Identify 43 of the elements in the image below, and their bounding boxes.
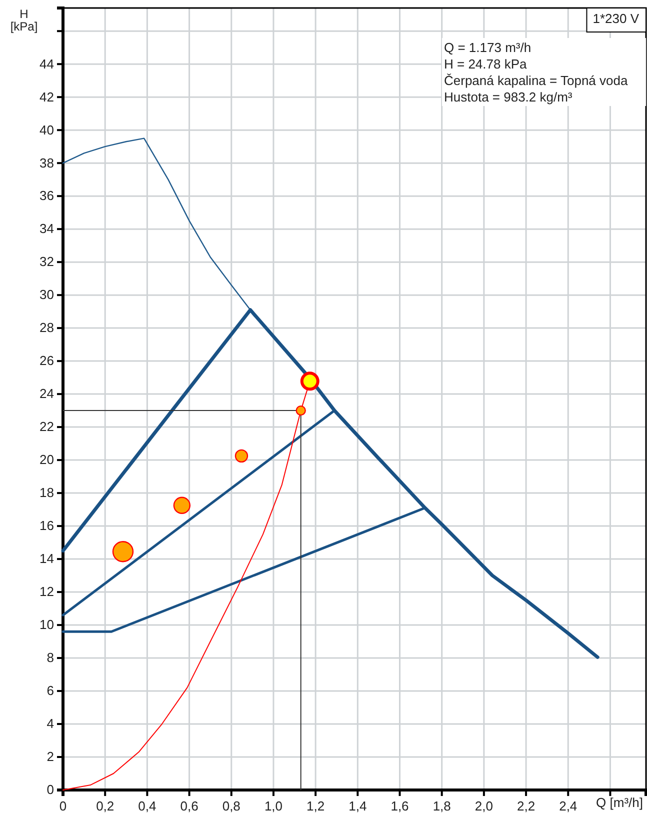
y-tick-label: 32 <box>40 254 54 270</box>
y-tick-label: 10 <box>40 617 54 632</box>
y-tick-label: 8 <box>46 650 54 666</box>
y-tick-label: 30 <box>40 287 54 302</box>
annotation: 1*230 V <box>592 11 640 26</box>
y-tick-label: 34 <box>40 221 54 236</box>
x-tick-label: 1,8 <box>432 798 451 814</box>
annotation: Hustota = 983.2 kg/m³ <box>444 90 573 104</box>
x-tick-label: 0,6 <box>180 798 198 814</box>
y-tick-label: 36 <box>40 188 54 204</box>
x-tick-label: 2,0 <box>474 798 493 814</box>
y-tick-label: 44 <box>40 56 54 72</box>
x-tick-label: 1,2 <box>306 798 325 814</box>
x-tick-label: 0 <box>59 798 67 814</box>
y-tick-label: 26 <box>40 353 54 368</box>
y-tick-label: 22 <box>40 419 54 434</box>
y-tick-label: 12 <box>40 584 54 600</box>
y-tick-label: 28 <box>40 320 54 336</box>
y-tick-label: 38 <box>40 155 54 170</box>
x-tick-label: 1,0 <box>264 798 283 814</box>
y-tick-label: 16 <box>40 518 54 534</box>
annotation: Q = 1.173 m³/h <box>444 40 532 55</box>
annotation: H = 24.78 kPa <box>444 56 528 72</box>
y-tick-label: 2 <box>46 749 54 764</box>
y-tick-label: 14 <box>40 551 54 566</box>
x-axis-title: Q [m³/h] <box>596 795 643 810</box>
x-tick-label: 1,6 <box>390 798 409 814</box>
x-tick-label: 0,8 <box>222 798 240 814</box>
y-tick-label: 6 <box>46 683 54 698</box>
x-tick-label: 0,4 <box>138 798 156 814</box>
y-tick-label: 20 <box>40 452 54 468</box>
y-tick-label: 18 <box>40 485 54 500</box>
x-tick-label: 2,4 <box>559 798 578 814</box>
y-tick-label: 24 <box>40 386 54 402</box>
annotation: Čerpaná kapalina = Topná voda <box>444 73 628 88</box>
x-tick-label: 2,2 <box>516 798 536 814</box>
y-tick-label: 4 <box>46 716 54 732</box>
y-tick-label: 40 <box>40 122 54 138</box>
y-tick-label: 0 <box>46 782 54 798</box>
y-tick-label: 42 <box>40 89 54 104</box>
y-axis-title: H [kPa] <box>10 7 38 34</box>
x-tick-label: 1,4 <box>348 798 367 814</box>
x-tick-label: 0,2 <box>96 798 114 814</box>
